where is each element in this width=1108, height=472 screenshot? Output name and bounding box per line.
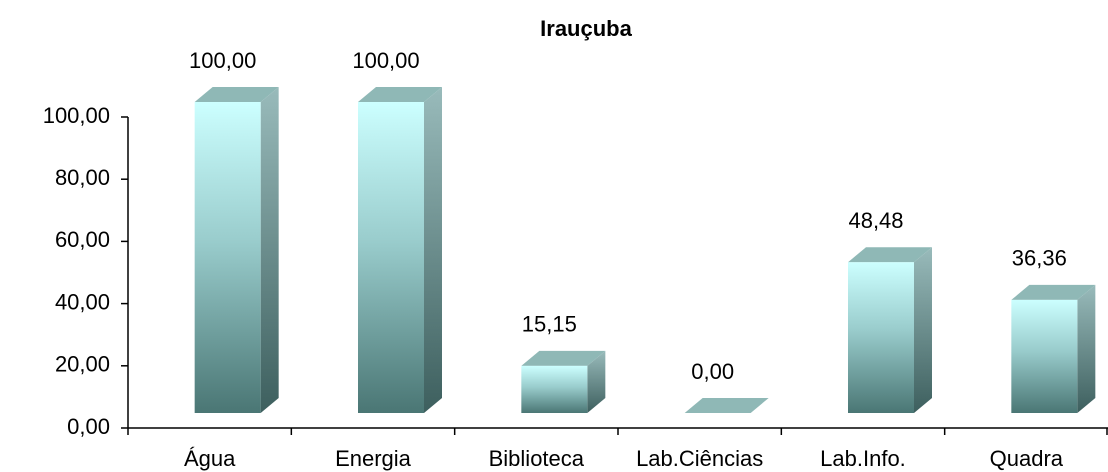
bar-front xyxy=(1011,299,1078,413)
bar-side xyxy=(424,87,442,413)
bar xyxy=(1011,284,1096,413)
bar-top xyxy=(848,247,932,263)
x-tick-label: Lab.Info. xyxy=(820,446,906,471)
bar xyxy=(521,350,606,413)
y-tick-label: 40,00 xyxy=(55,289,110,314)
y-tick-label: 80,00 xyxy=(55,165,110,190)
y-tick-label: 100,00 xyxy=(43,103,110,128)
bar xyxy=(848,247,932,413)
x-tick-label: Água xyxy=(184,446,236,471)
chart-title: Irauçuba xyxy=(540,16,632,41)
bar-top xyxy=(358,87,442,102)
x-tick-label: Energia xyxy=(335,446,412,471)
bar-side xyxy=(587,350,606,413)
y-tick-label: 60,00 xyxy=(55,227,110,252)
bar-front xyxy=(848,262,914,413)
bar xyxy=(684,398,769,413)
bar-top xyxy=(521,350,606,366)
value-label: 15,15 xyxy=(522,312,577,337)
y-tick-label: 0,00 xyxy=(67,414,110,439)
bar-top xyxy=(1011,284,1096,300)
bar-top xyxy=(194,87,279,102)
bar xyxy=(194,87,279,413)
bar xyxy=(358,87,442,413)
x-tick-label: Biblioteca xyxy=(489,446,585,471)
y-tick-label: 20,00 xyxy=(55,352,110,377)
x-tick-label: Lab.Ciências xyxy=(636,446,763,471)
bar-front xyxy=(521,365,588,413)
value-label: 100,00 xyxy=(189,48,256,73)
value-label: 100,00 xyxy=(352,48,419,73)
x-tick-label: Quadra xyxy=(990,446,1064,471)
bar-front xyxy=(194,102,261,413)
bar-front xyxy=(358,102,424,413)
bar-side xyxy=(914,247,932,413)
bar-top xyxy=(684,398,769,413)
bar-side xyxy=(260,87,279,413)
value-label: 0,00 xyxy=(691,359,734,384)
bar-side xyxy=(1077,284,1096,413)
value-label: 36,36 xyxy=(1012,246,1067,271)
value-label: 48,48 xyxy=(848,208,903,233)
